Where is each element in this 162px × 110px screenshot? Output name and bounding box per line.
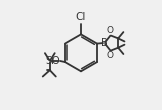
- Text: Cl: Cl: [76, 12, 86, 22]
- Text: O: O: [51, 56, 59, 66]
- Text: B: B: [101, 38, 108, 48]
- Text: O: O: [107, 26, 114, 35]
- Text: Si: Si: [45, 56, 54, 66]
- Text: O: O: [107, 51, 114, 60]
